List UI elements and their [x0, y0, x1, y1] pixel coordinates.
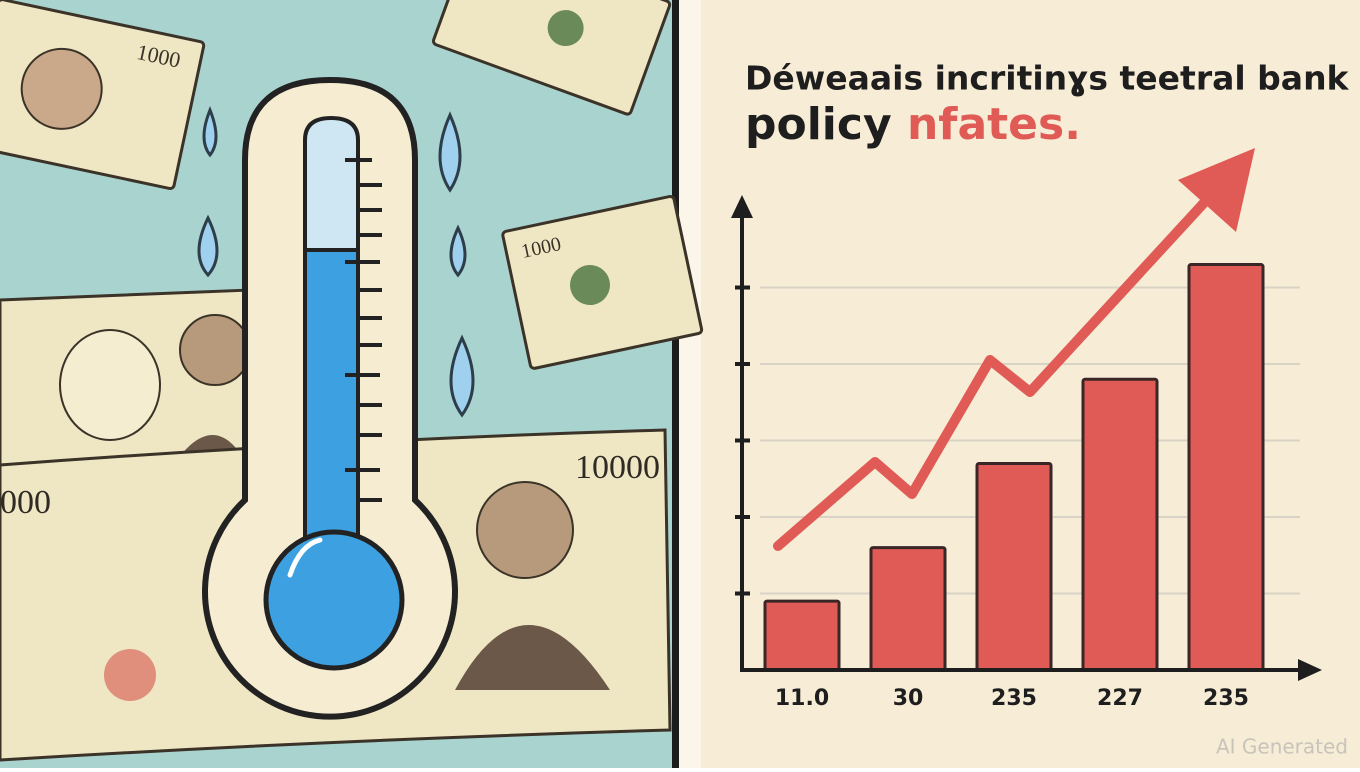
- drop: [197, 214, 219, 278]
- bar: [1187, 263, 1265, 672]
- title-highlight: nfates.: [907, 99, 1081, 150]
- drop: [202, 105, 218, 158]
- bar: [763, 599, 841, 672]
- thermometer: [202, 76, 458, 720]
- x-tick-label: 30: [893, 686, 924, 711]
- x-tick-label: 235: [991, 686, 1037, 711]
- banknote: 1000: [501, 194, 704, 370]
- drop: [438, 111, 462, 193]
- x-tick-label: 227: [1097, 686, 1143, 711]
- watermark: AI Generated: [1216, 735, 1348, 759]
- note-label: 10000: [575, 449, 660, 486]
- bar: [869, 546, 947, 672]
- banknote: [431, 0, 672, 116]
- banknote: [0, 288, 252, 482]
- gap: [679, 0, 701, 768]
- chart-title: Déweaais incritinɣs teetral bank: [745, 59, 1350, 98]
- divider: [672, 0, 679, 768]
- note-label: 000: [0, 484, 51, 521]
- title-line: policy: [745, 99, 892, 150]
- trend-arrowhead: [1178, 148, 1255, 232]
- bar: [975, 461, 1053, 672]
- x-tick-label: 235: [1203, 686, 1249, 711]
- trend-arrow: [773, 175, 1230, 551]
- drop: [449, 334, 475, 418]
- drop: [449, 224, 467, 278]
- chart-title: policy nfates.: [745, 99, 1081, 150]
- y-axis-arrow: [731, 195, 753, 218]
- x-axis-arrow: [1298, 659, 1322, 681]
- banknote: 1000: [0, 0, 206, 191]
- bar: [1081, 377, 1159, 672]
- x-tick-label: 11.0: [775, 686, 829, 711]
